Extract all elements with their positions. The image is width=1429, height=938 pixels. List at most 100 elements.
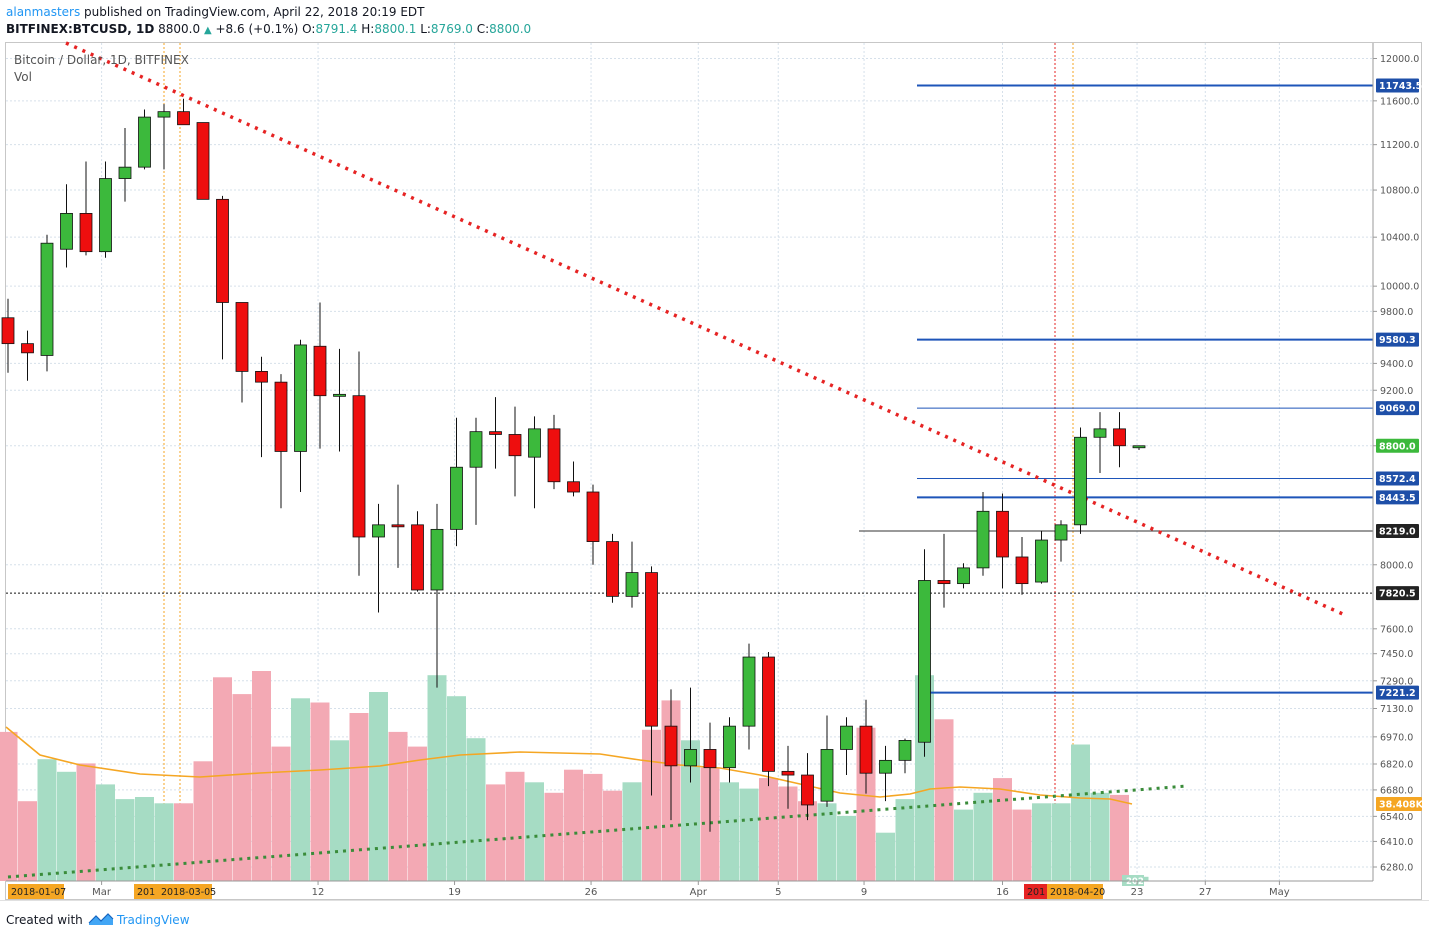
candle-body: [177, 111, 190, 126]
candle: [898, 738, 912, 774]
close-label: C:: [476, 22, 490, 36]
volume-ma-box: [1376, 797, 1422, 811]
candle: [255, 356, 268, 458]
author-link[interactable]: alanmasters: [6, 5, 81, 19]
candle-body: [196, 122, 210, 200]
candle: [606, 533, 619, 603]
low-label: L:: [420, 22, 431, 36]
candle-body: [781, 770, 795, 776]
candle: [957, 563, 970, 589]
date-label: 2018-04-20: [1050, 887, 1105, 898]
open-label: O:: [302, 22, 316, 36]
candle: [976, 492, 990, 576]
price-tick-label: 6820.0: [1380, 760, 1413, 771]
tradingview-logo-icon[interactable]: [88, 911, 114, 927]
candle: [918, 549, 931, 757]
price-tick-label: 11600.0: [1380, 96, 1419, 107]
candle: [430, 503, 444, 688]
candle-body: [976, 510, 990, 569]
candle-body: [430, 528, 444, 591]
candle: [859, 699, 873, 794]
volume-bar: [57, 771, 76, 881]
candle-body: [820, 749, 834, 802]
candle-body: [703, 749, 717, 769]
volume-bar: [798, 801, 817, 881]
candles: [1, 98, 1146, 832]
price-tick-label: 8000.0: [1380, 560, 1413, 571]
candle: [684, 687, 697, 783]
volume-moving-average: [5, 726, 1133, 805]
level-label-box: [1376, 332, 1419, 347]
chart-frame[interactable]: [5, 42, 1422, 900]
volume-bar: [96, 784, 115, 881]
candle: [567, 461, 580, 497]
price-axis: 12000.0 11600.0 11200.0 10800.0 10400.0 10000…: [1122, 43, 1424, 887]
volume-bar: [1110, 794, 1129, 881]
candle-body: [859, 725, 873, 774]
volume-bar: [466, 738, 486, 881]
candle: [352, 351, 366, 576]
candle-body: [157, 111, 171, 118]
price-tick-label: 6540.0: [1380, 812, 1413, 823]
volume-bar: [505, 771, 525, 881]
candle: [60, 184, 73, 268]
high-value: 8800.1: [374, 22, 417, 36]
candle-body: [391, 524, 405, 528]
candle-body: [508, 434, 522, 457]
candle-body: [742, 656, 756, 727]
candle: [547, 414, 561, 490]
volume-bar: [622, 782, 642, 881]
candle-body: [547, 428, 561, 483]
candle-body: [274, 381, 288, 452]
candle: [118, 128, 132, 202]
volume-bar: [252, 671, 271, 881]
candle-body: [411, 524, 424, 591]
candle: [469, 417, 483, 525]
volume-bar: [310, 702, 330, 881]
candle-body: [606, 541, 619, 597]
volume-bar: [447, 696, 466, 881]
candle: [508, 406, 522, 497]
volume-bar: [973, 792, 993, 881]
volume-bar: [876, 832, 895, 881]
level-label: 9069.0: [1379, 404, 1416, 415]
candle-body: [664, 725, 678, 767]
volume-bar: [525, 782, 544, 881]
volume-bar: [681, 740, 700, 881]
candle: [723, 717, 736, 783]
volume-bar: [895, 799, 915, 881]
candle-body: [1113, 428, 1126, 447]
candle-body: [957, 567, 970, 585]
volume-legend: Vol: [14, 70, 32, 84]
candle-body: [801, 774, 814, 806]
candle: [1, 298, 15, 373]
volume-bar: [174, 803, 193, 881]
volume-bar: [135, 797, 154, 881]
volume-bar: [1051, 803, 1071, 881]
volume-corner-label: 202: [1126, 877, 1144, 887]
volume-bar: [1012, 809, 1032, 881]
candle: [391, 484, 405, 568]
candle: [801, 753, 814, 821]
date-label: 2018-03-05: [161, 887, 216, 898]
candle-body: [1, 317, 15, 345]
volume-bar: [954, 809, 973, 881]
volume-bar: [330, 740, 349, 881]
time-tick-label: 12: [312, 887, 325, 898]
time-tick-label: 9: [861, 887, 867, 898]
candle-body: [762, 656, 775, 772]
price-tick-label: 7290.0: [1380, 676, 1413, 687]
candle-body: [1132, 445, 1146, 449]
volume-bar: [1090, 792, 1110, 881]
footer: Created with TradingView: [0, 900, 1429, 938]
candle-body: [684, 749, 697, 767]
volume-bar: [603, 790, 622, 881]
level-label: 8443.5: [1379, 493, 1416, 504]
tradingview-link[interactable]: TradingView: [117, 913, 190, 927]
date-label: 2018-01-07: [11, 887, 66, 898]
price-tick-label: 9800.0: [1380, 307, 1413, 318]
volume-bar: [486, 784, 505, 881]
candle: [781, 745, 795, 809]
price-chart[interactable]: 12000.0 11600.0 11200.0 10800.0 10400.0 10000…: [0, 0, 1429, 900]
candle-body: [625, 572, 639, 597]
